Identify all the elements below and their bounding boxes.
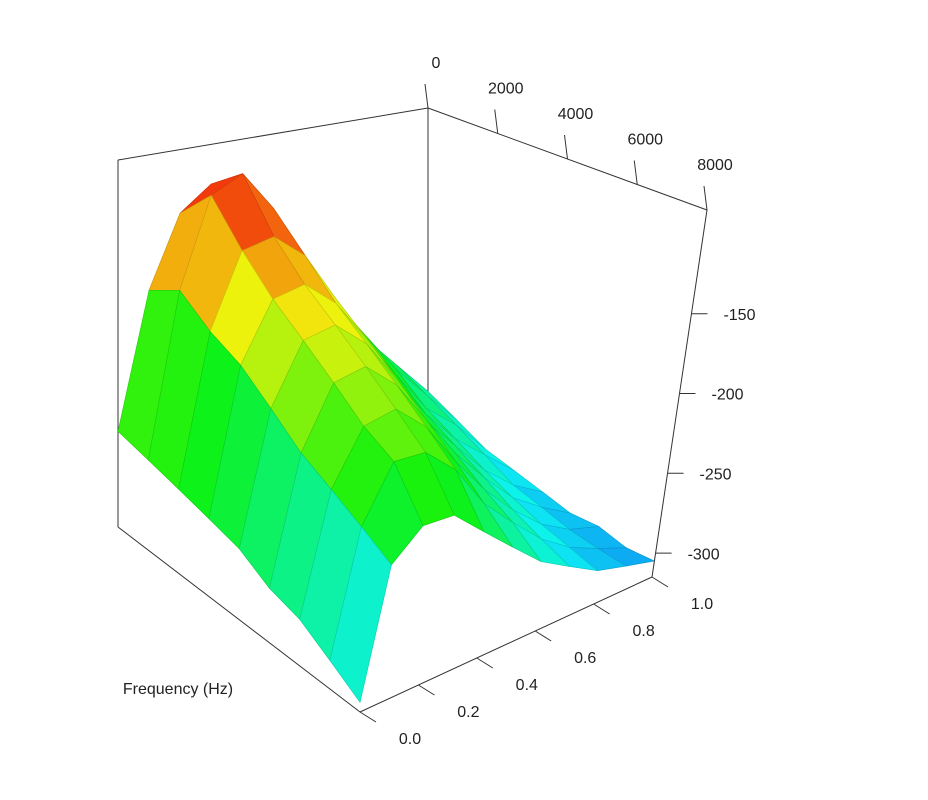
y-tick-label: 2000: [488, 81, 524, 98]
x-tick: [651, 576, 669, 588]
x-tick-label: 1.0: [691, 596, 713, 613]
y-tick-label: 0: [432, 55, 441, 72]
y-tick: [703, 185, 708, 211]
z-tick-label: -200: [711, 387, 743, 404]
box-edge: [117, 107, 429, 161]
x-tick-label: 0.4: [516, 677, 538, 694]
x-axis-label: Frequency (Hz): [123, 681, 233, 698]
box-edge: [117, 526, 361, 713]
z-tick-label: -150: [723, 307, 755, 324]
x-tick: [418, 684, 435, 696]
surface-patch: [329, 526, 392, 703]
y-tick: [494, 109, 499, 134]
x-tick: [359, 711, 377, 723]
x-tick-label: 0.0: [399, 731, 421, 748]
y-tick-label: 6000: [627, 132, 663, 149]
y-tick: [424, 83, 429, 109]
x-tick-label: 0.2: [457, 704, 479, 721]
x-tick: [534, 630, 552, 642]
y-tick: [633, 160, 638, 185]
y-tick: [564, 134, 568, 160]
x-tick: [476, 657, 494, 669]
box-edge: [359, 576, 653, 713]
x-tick: [593, 603, 610, 615]
x-tick-label: 0.8: [632, 623, 654, 640]
z-tick-label: -250: [700, 467, 732, 484]
y-tick-label: 4000: [558, 106, 594, 123]
y-tick-label: 8000: [697, 157, 733, 174]
x-tick-label: 0.6: [574, 650, 596, 667]
z-tick-label: -300: [688, 546, 720, 563]
